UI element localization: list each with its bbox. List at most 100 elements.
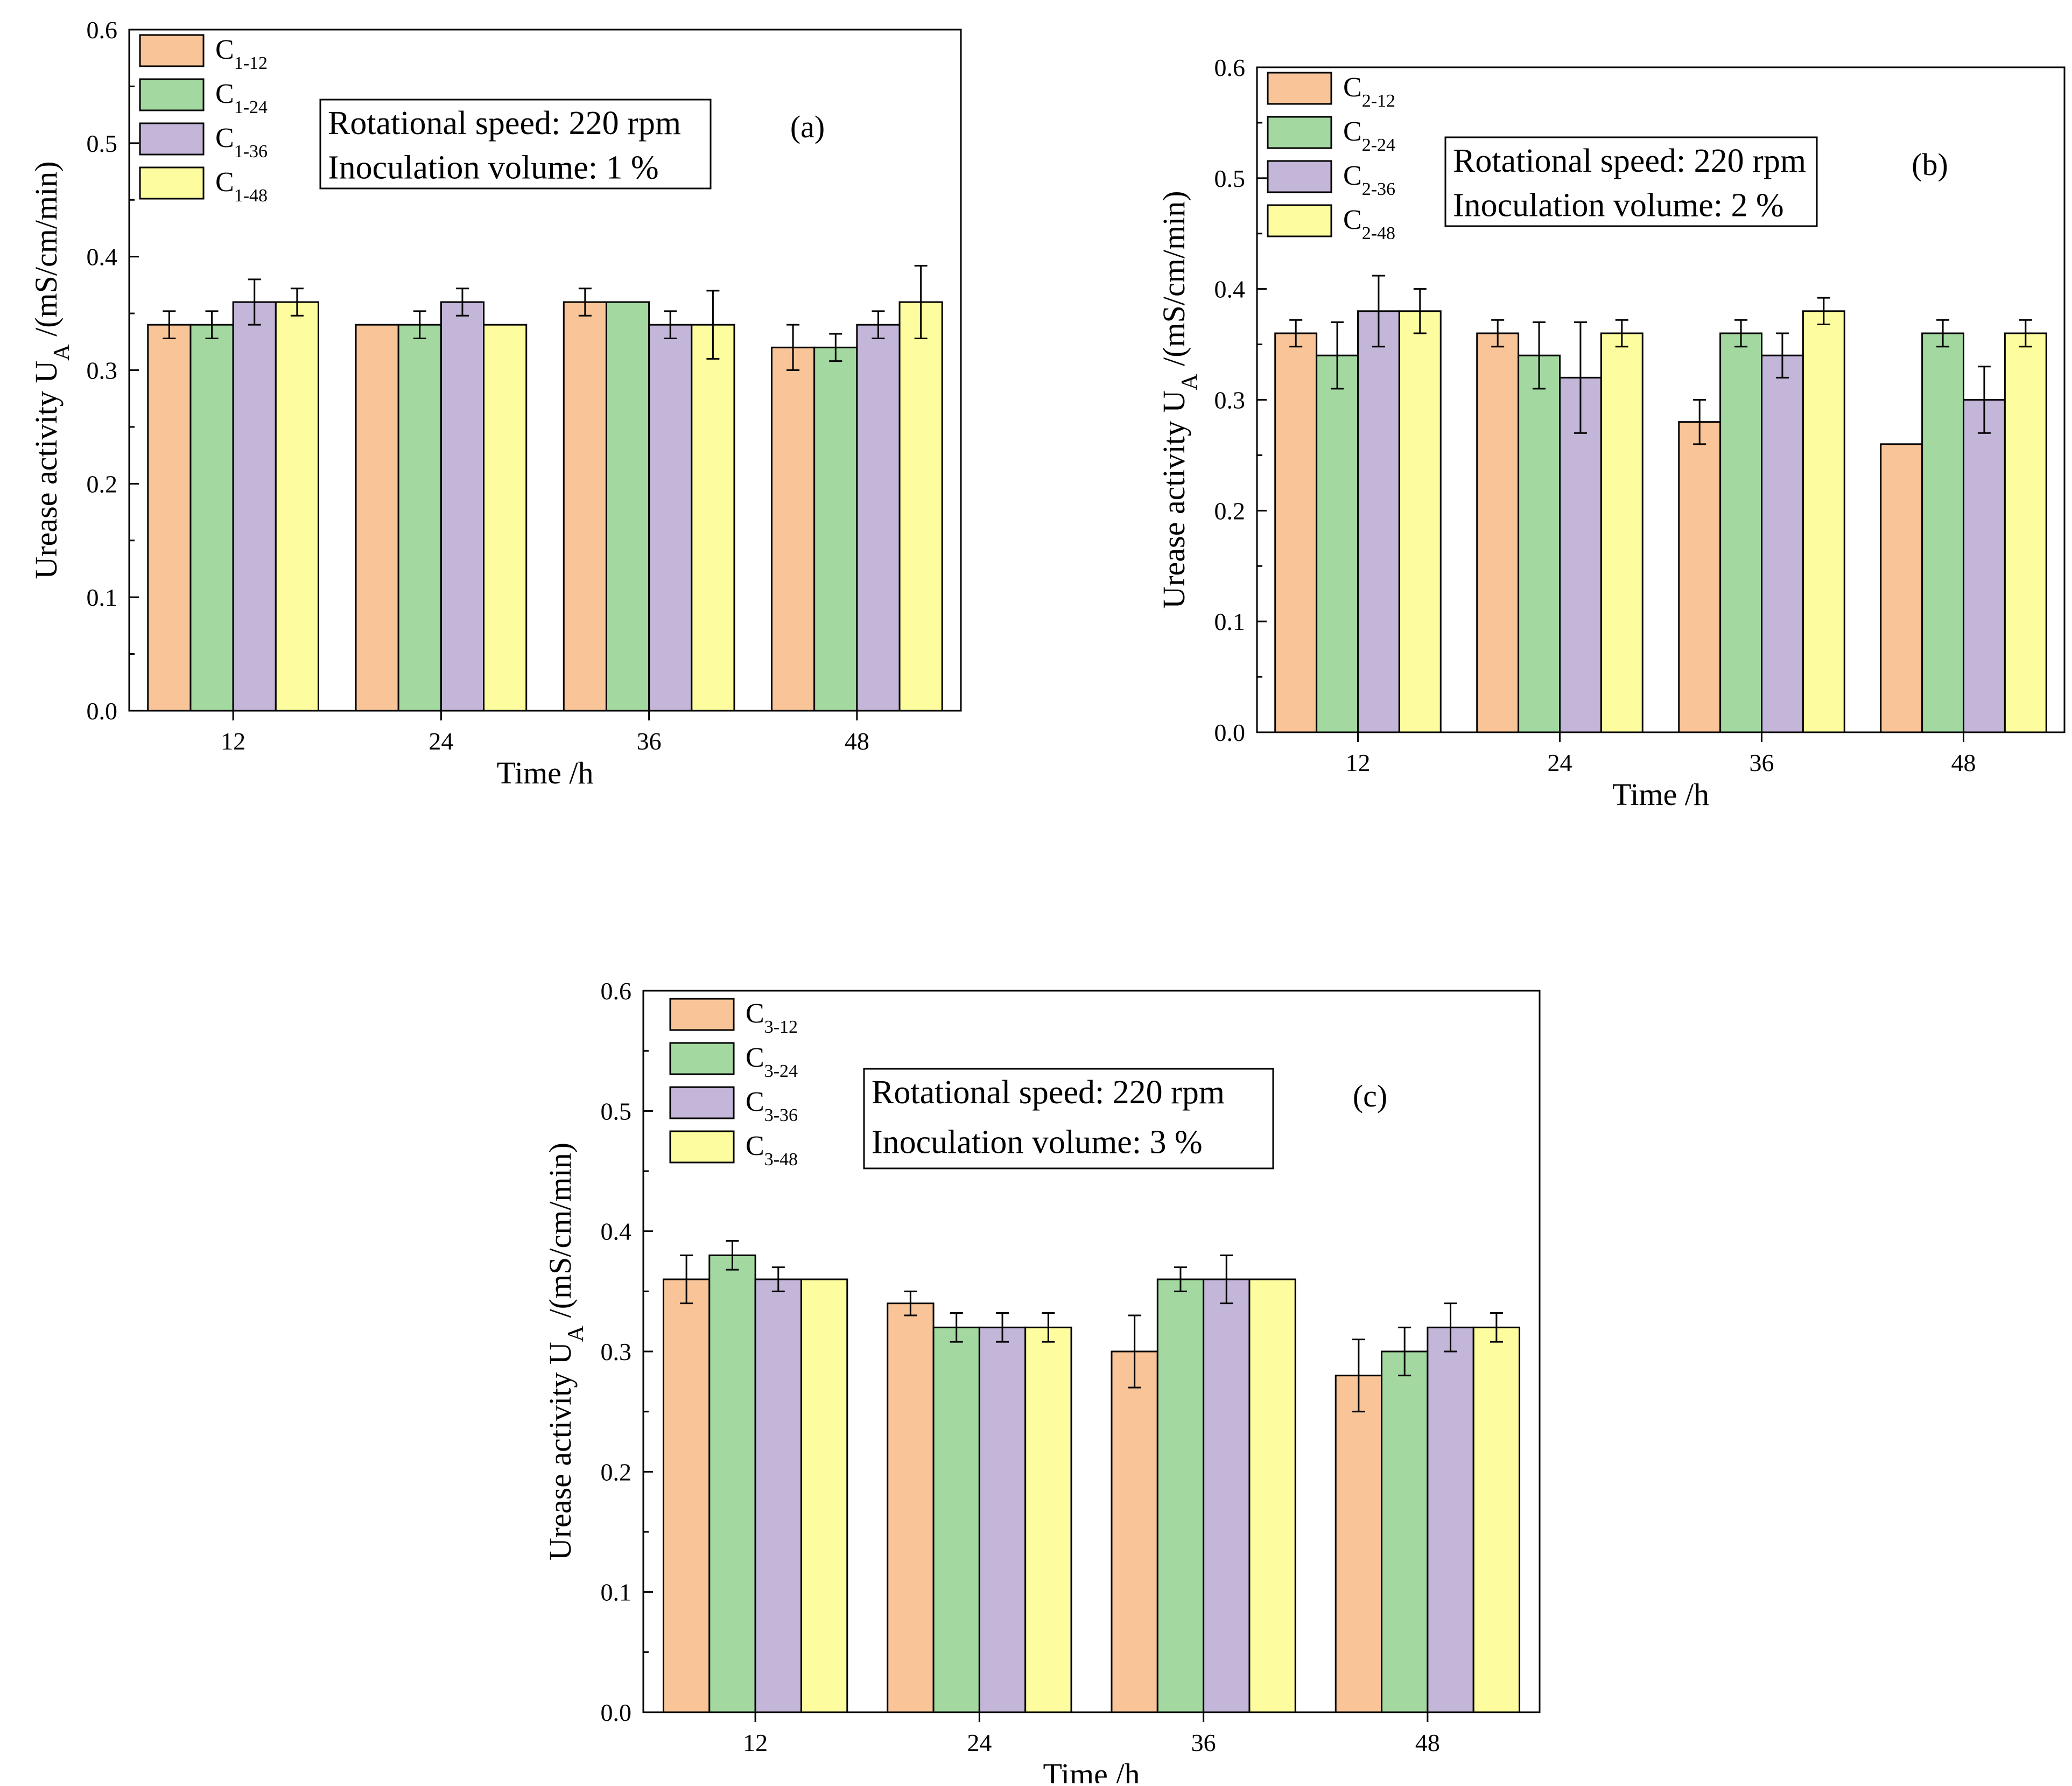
legend-label-sub: 1-36 bbox=[234, 142, 268, 162]
bar-2-12-24 bbox=[1476, 332, 1520, 733]
y-tick-label: 0.3 bbox=[87, 357, 118, 384]
x-axis-title: Time /h bbox=[1043, 1757, 1140, 1783]
bar-3-36-48 bbox=[1427, 1326, 1474, 1713]
bar-1-48-12 bbox=[275, 301, 319, 712]
bar-2-48-36 bbox=[1802, 310, 1845, 733]
bar-3-48-12 bbox=[800, 1278, 848, 1713]
y-axis-title-main: Urease activity U bbox=[543, 1342, 578, 1560]
legend-label-sub: 2-24 bbox=[1362, 135, 1395, 155]
y-tick-label: 0.1 bbox=[601, 1579, 632, 1606]
bar-3-24-48 bbox=[1381, 1350, 1429, 1713]
bar-2-48-48 bbox=[2004, 332, 2047, 733]
legend-label-main: C bbox=[215, 167, 234, 198]
y-tick-label: 0.0 bbox=[601, 1699, 632, 1726]
bar-1-12-24 bbox=[355, 324, 399, 712]
legend-label-sub: 2-48 bbox=[1362, 223, 1395, 243]
bar-1-36-36 bbox=[648, 324, 693, 712]
legend-label-2-12: C2-12 bbox=[1343, 72, 1395, 111]
legend-label-2-24: C2-24 bbox=[1343, 116, 1395, 155]
legend-swatch-2-24 bbox=[1267, 116, 1332, 149]
x-axis-title: Time /h bbox=[1612, 777, 1709, 812]
x-tick-label: 24 bbox=[1548, 749, 1572, 776]
annotation-line: Inoculation volume: 1 % bbox=[328, 150, 659, 186]
y-tick-label: 0.6 bbox=[601, 977, 632, 1005]
y-tick-label: 0.1 bbox=[1214, 608, 1246, 635]
chart-panel-b: 0.0 0.1 0.2 0.3 0.4 0.5 0.6 12 24 36 48 Time /h Urea… bbox=[1156, 54, 2066, 812]
annotation-box bbox=[1444, 136, 1818, 227]
bar-2-12-48 bbox=[1880, 443, 1923, 733]
legend-label-3-48: C3-48 bbox=[746, 1131, 798, 1169]
legend-label-sub: 1-12 bbox=[234, 53, 268, 73]
legend-label-main: C bbox=[1343, 72, 1362, 103]
x-tick-label: 48 bbox=[1951, 749, 1976, 776]
y-tick-label: 0.0 bbox=[87, 697, 118, 725]
legend-label-3-12: C3-12 bbox=[746, 998, 798, 1037]
bar-2-36-12 bbox=[1357, 310, 1400, 733]
legend-label-1-12: C1-12 bbox=[215, 34, 268, 73]
bar-3-48-48 bbox=[1472, 1326, 1521, 1713]
bar-2-36-48 bbox=[1963, 399, 2006, 733]
x-tick-label: 48 bbox=[1415, 1729, 1440, 1756]
legend-label-main: C bbox=[1343, 160, 1362, 191]
legend-label-2-36: C2-36 bbox=[1343, 160, 1395, 199]
x-tick-label: 24 bbox=[967, 1729, 992, 1756]
y-tick-label: 0.2 bbox=[87, 470, 118, 498]
legend-swatch-1-36 bbox=[139, 122, 205, 156]
legend-swatch-3-24 bbox=[669, 1042, 735, 1075]
bar-2-24-36 bbox=[1719, 332, 1762, 733]
legend-swatch-3-48 bbox=[669, 1130, 735, 1164]
y-tick-label: 0.5 bbox=[87, 130, 118, 157]
bar-1-12-12 bbox=[147, 324, 192, 712]
annotation-box bbox=[863, 1068, 1274, 1169]
x-axis-title: Time /h bbox=[497, 755, 594, 790]
legend-label-main: C bbox=[215, 79, 234, 109]
legend-label-1-48: C1-48 bbox=[215, 167, 268, 206]
bar-1-48-24 bbox=[483, 324, 528, 712]
y-tick-label: 0.3 bbox=[601, 1338, 632, 1365]
annotation-box bbox=[319, 99, 712, 190]
bar-3-24-12 bbox=[708, 1254, 756, 1713]
bar-1-24-24 bbox=[397, 324, 442, 712]
legend-label-main: C bbox=[746, 1131, 764, 1161]
bar-3-24-24 bbox=[932, 1326, 980, 1713]
y-tick-label: 0.0 bbox=[1214, 719, 1246, 746]
legend-label-sub: 3-48 bbox=[764, 1150, 798, 1169]
panel-label: (b) bbox=[1912, 147, 1948, 182]
y-tick-label: 0.5 bbox=[1214, 165, 1246, 192]
annotation-line: Rotational speed: 220 rpm bbox=[872, 1074, 1225, 1111]
legend-swatch-2-48 bbox=[1267, 204, 1332, 237]
y-tick-label: 0.2 bbox=[601, 1458, 632, 1486]
bar-3-36-24 bbox=[978, 1326, 1027, 1713]
y-axis-title: Urease activity UA /(mS/cm/min) bbox=[543, 1143, 588, 1560]
y-axis-title-main: Urease activity U bbox=[1156, 390, 1191, 609]
legend-label-main: C bbox=[215, 34, 234, 65]
y-tick-label: 0.4 bbox=[1214, 276, 1246, 303]
bar-1-36-24 bbox=[440, 301, 485, 712]
bar-2-36-36 bbox=[1761, 354, 1804, 733]
y-axis-title-unit: /(mS/cm/min) bbox=[29, 161, 64, 344]
legend-swatch-2-36 bbox=[1267, 160, 1332, 193]
bar-1-24-48 bbox=[813, 346, 858, 712]
y-axis-title-main: Urease activity U bbox=[29, 361, 64, 579]
bar-2-24-48 bbox=[1921, 332, 1964, 733]
bar-3-12-24 bbox=[887, 1302, 935, 1713]
bar-2-36-24 bbox=[1559, 376, 1602, 733]
bar-3-12-12 bbox=[662, 1278, 711, 1713]
x-tick-label: 36 bbox=[1750, 749, 1774, 776]
legend-label-main: C bbox=[746, 1042, 764, 1073]
legend-label-sub: 2-36 bbox=[1362, 179, 1395, 199]
bar-3-36-12 bbox=[754, 1278, 802, 1713]
legend-swatch-2-12 bbox=[1267, 72, 1332, 105]
x-tick-label: 12 bbox=[221, 727, 245, 755]
y-tick-label: 0.3 bbox=[1214, 387, 1246, 414]
legend-label-main: C bbox=[1343, 116, 1362, 147]
y-tick-label: 0.1 bbox=[87, 584, 118, 611]
y-tick-label: 0.6 bbox=[87, 16, 118, 44]
bar-1-12-48 bbox=[771, 346, 816, 712]
x-tick-label: 36 bbox=[637, 727, 662, 755]
bar-1-36-48 bbox=[856, 324, 901, 712]
legend-swatch-3-36 bbox=[669, 1086, 735, 1119]
bar-2-12-12 bbox=[1274, 332, 1318, 733]
y-axis-title-unit: /(mS/cm/min) bbox=[1156, 191, 1191, 374]
